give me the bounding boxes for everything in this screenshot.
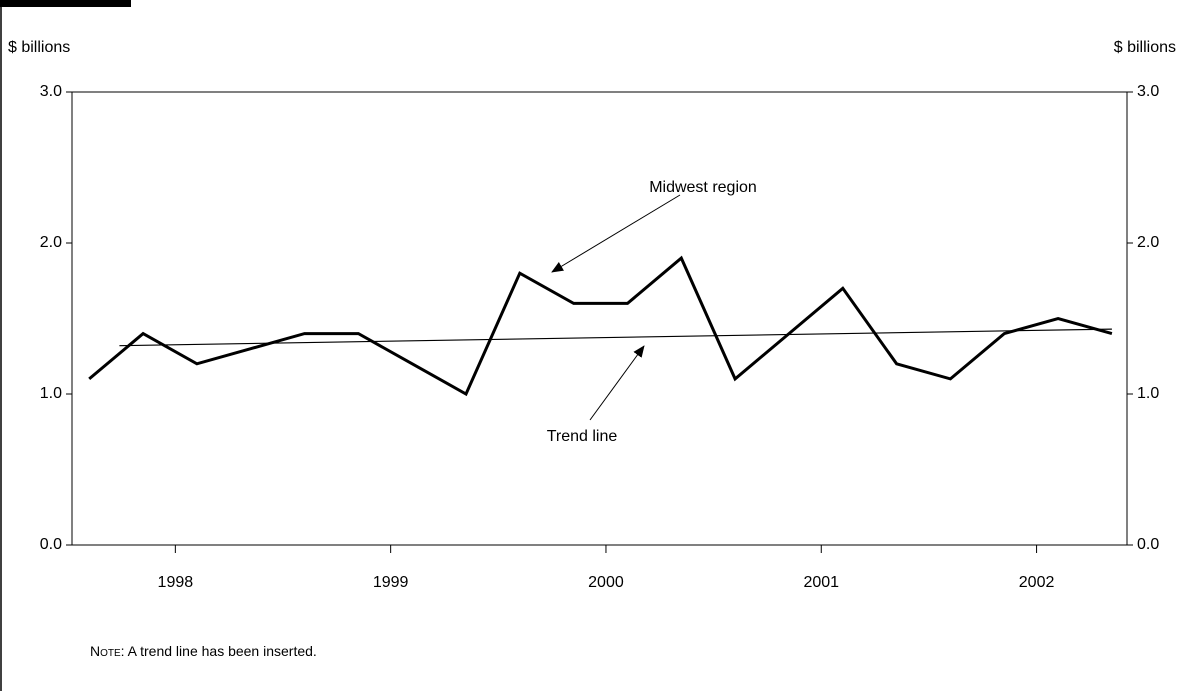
x-tick-label: 2000 xyxy=(588,574,624,591)
note-text: : A trend line has been inserted. xyxy=(121,643,317,659)
annotation: Midwest region xyxy=(649,179,757,196)
y2-tick-label: 0.0 xyxy=(1137,536,1159,553)
x-tick-label: 1999 xyxy=(373,574,409,591)
x-tick-label: 1998 xyxy=(158,574,194,591)
arrow xyxy=(589,345,645,421)
y-tick-label: 0.0 xyxy=(40,536,62,553)
y-tick-label: 2.0 xyxy=(40,234,62,251)
trend-line xyxy=(119,328,1112,347)
y2-tick-label: 3.0 xyxy=(1137,83,1159,100)
data-line xyxy=(88,255,1113,397)
note: Note: A trend line has been inserted. xyxy=(90,643,317,659)
y-tick-label: 3.0 xyxy=(40,83,62,100)
y-tick-label: 1.0 xyxy=(40,385,62,402)
note-label: Note xyxy=(90,643,121,659)
x-tick-label: 2001 xyxy=(803,574,839,591)
arrow xyxy=(551,194,681,273)
annotation: Trend line xyxy=(547,428,618,445)
y2-tick-label: 1.0 xyxy=(1137,385,1159,402)
x-tick-label: 2002 xyxy=(1019,574,1055,591)
header-bar xyxy=(0,0,131,7)
y-axis-label: $ billions xyxy=(8,39,70,56)
y2-axis-label: $ billions xyxy=(1114,39,1176,56)
y2-tick-label: 2.0 xyxy=(1137,234,1159,251)
plot-frame xyxy=(71,91,1128,546)
